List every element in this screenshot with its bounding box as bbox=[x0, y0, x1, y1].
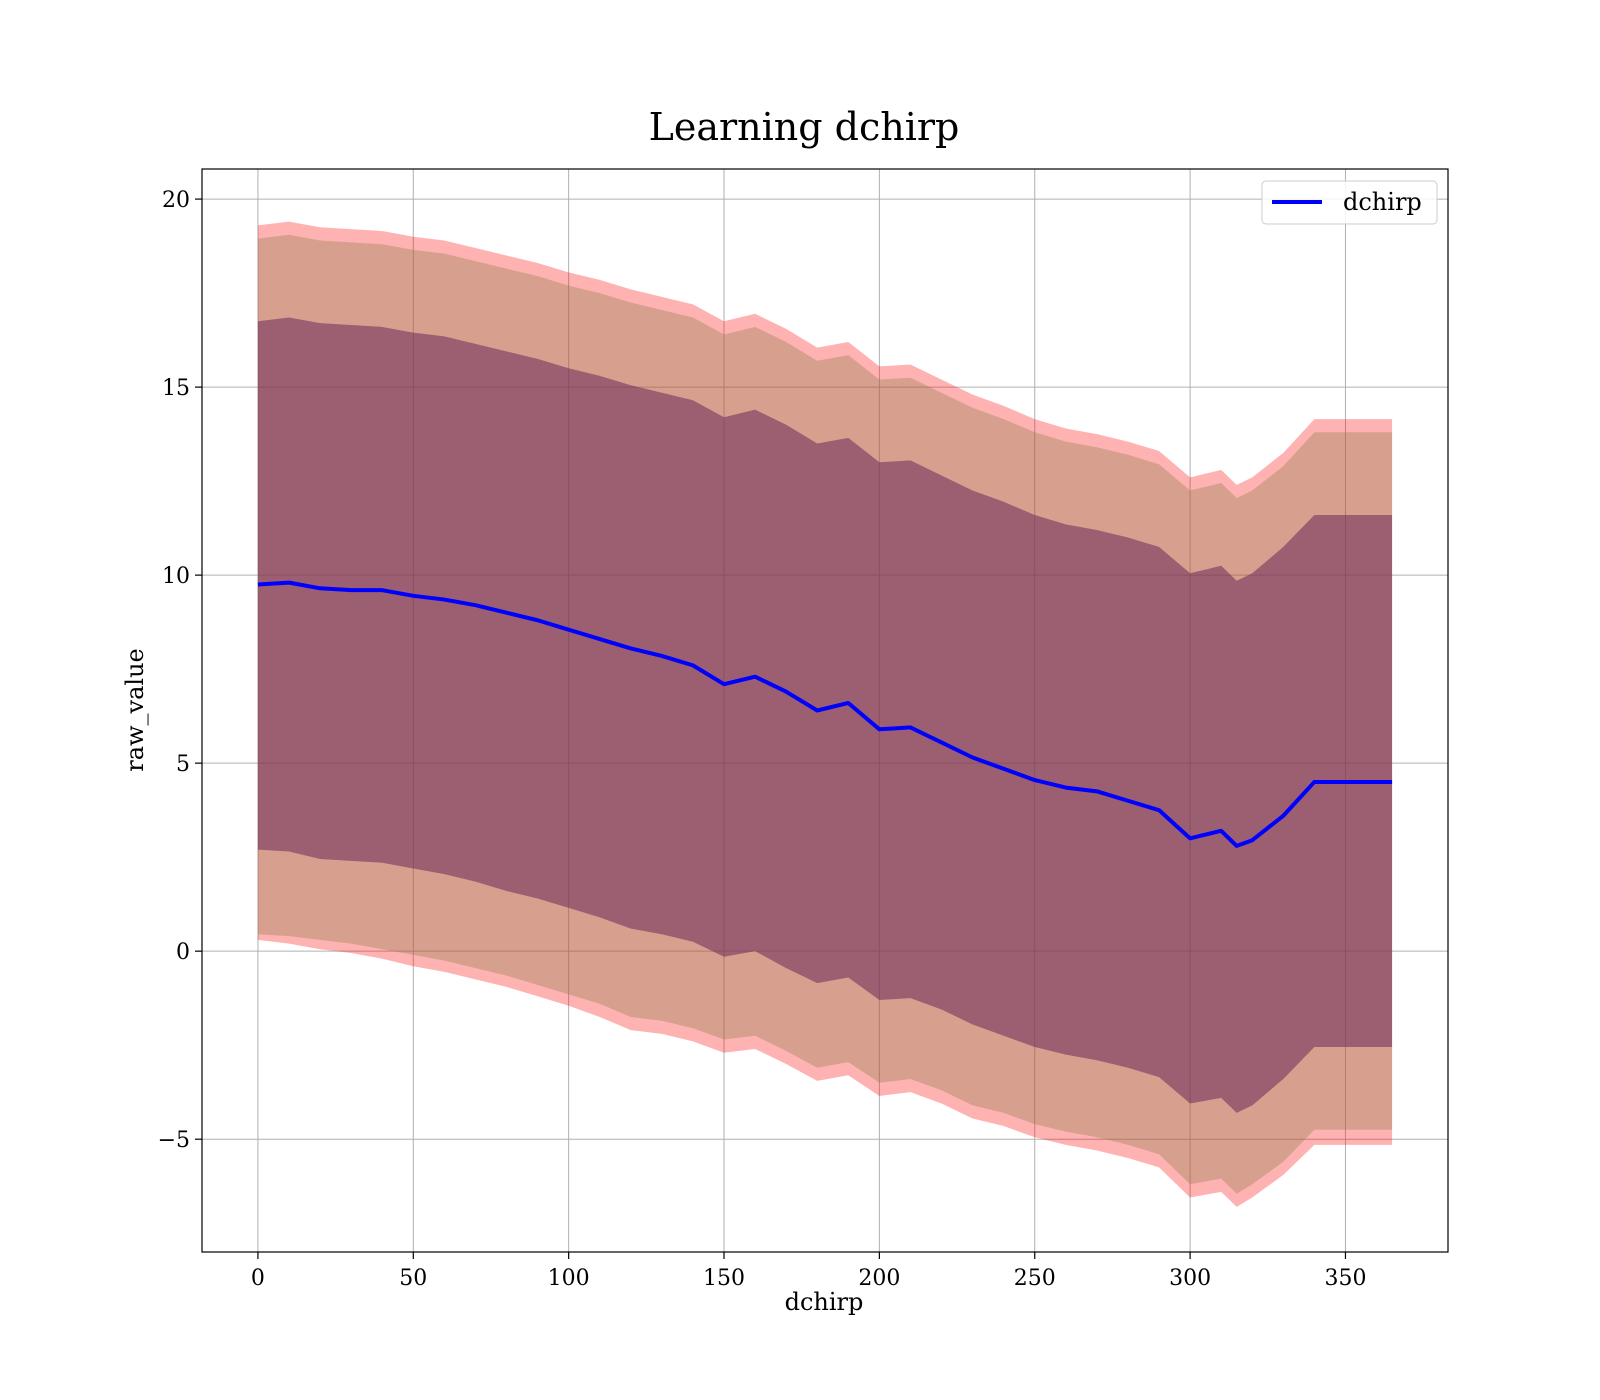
chart-title: Learning dchirp bbox=[649, 105, 960, 149]
y-tick-label: 20 bbox=[162, 188, 190, 213]
x-tick-label: 350 bbox=[1324, 1266, 1366, 1291]
band-inner bbox=[257, 317, 1393, 1113]
y-axis-label: raw_value bbox=[121, 648, 149, 772]
x-tick-label: 150 bbox=[703, 1266, 745, 1291]
y-tick-label: 0 bbox=[176, 940, 190, 965]
x-tick-label: 300 bbox=[1169, 1266, 1211, 1291]
legend: dchirp bbox=[1261, 180, 1438, 225]
legend-box bbox=[1261, 180, 1438, 225]
y-tick-label: 15 bbox=[162, 376, 190, 401]
x-tick-label: 200 bbox=[858, 1266, 900, 1291]
y-tick-label: 5 bbox=[176, 752, 190, 777]
x-tick-label: 0 bbox=[251, 1266, 265, 1291]
y-tick-label: −5 bbox=[158, 1128, 190, 1153]
series bbox=[257, 580, 1393, 848]
legend-label-dchirp: dchirp bbox=[1343, 188, 1422, 216]
y-tick-label: 10 bbox=[162, 564, 190, 589]
plot-frame bbox=[201, 168, 1449, 1253]
y-axis-ticks: −5 0 5 10 15 20 bbox=[158, 188, 202, 1153]
bands bbox=[257, 221, 1393, 1207]
x-tick-label: 250 bbox=[1014, 1266, 1056, 1291]
x-axis-ticks: 0 50 100 150 200 250 300 350 bbox=[251, 1252, 1366, 1291]
x-tick-label: 50 bbox=[399, 1266, 427, 1291]
series-line-dchirp bbox=[257, 580, 1393, 848]
x-axis-label: dchirp bbox=[785, 1288, 864, 1316]
x-tick-label: 100 bbox=[548, 1266, 590, 1291]
